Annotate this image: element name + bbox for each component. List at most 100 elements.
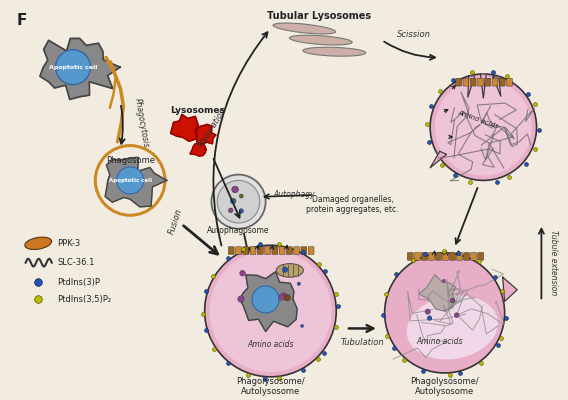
Polygon shape (419, 275, 456, 311)
FancyBboxPatch shape (286, 247, 292, 254)
Text: Phagocytosis: Phagocytosis (133, 98, 151, 149)
Polygon shape (240, 272, 297, 332)
Circle shape (217, 180, 260, 223)
Circle shape (425, 309, 431, 314)
Text: Apoptotic cell: Apoptotic cell (108, 178, 152, 183)
Polygon shape (430, 151, 446, 168)
Ellipse shape (303, 47, 366, 56)
Circle shape (297, 282, 300, 286)
Circle shape (240, 270, 245, 276)
Polygon shape (190, 144, 206, 156)
Text: Tubulation: Tubulation (341, 338, 384, 347)
Circle shape (56, 50, 90, 85)
Circle shape (281, 292, 286, 297)
FancyBboxPatch shape (456, 78, 462, 86)
Polygon shape (105, 158, 167, 207)
Text: SLC-36.1: SLC-36.1 (57, 258, 95, 267)
FancyBboxPatch shape (243, 247, 249, 254)
FancyBboxPatch shape (499, 78, 505, 86)
Circle shape (237, 296, 244, 302)
FancyBboxPatch shape (228, 247, 234, 254)
FancyBboxPatch shape (236, 247, 241, 254)
FancyBboxPatch shape (279, 247, 285, 254)
Text: Phagolysosome/
Autolysosome: Phagolysosome/ Autolysosome (410, 377, 479, 396)
Polygon shape (170, 114, 199, 141)
FancyBboxPatch shape (257, 247, 263, 254)
Circle shape (252, 286, 279, 313)
Text: F: F (17, 13, 27, 28)
Circle shape (279, 294, 285, 300)
Circle shape (232, 186, 239, 193)
Text: Tubular Lysosomes: Tubular Lysosomes (267, 11, 371, 21)
FancyBboxPatch shape (294, 247, 299, 254)
FancyBboxPatch shape (436, 252, 441, 260)
Polygon shape (40, 38, 120, 100)
Text: Tubule extension: Tubule extension (549, 230, 558, 295)
Circle shape (435, 79, 532, 176)
FancyBboxPatch shape (471, 252, 477, 260)
Ellipse shape (25, 237, 52, 250)
FancyBboxPatch shape (272, 247, 278, 254)
Circle shape (204, 245, 336, 377)
FancyBboxPatch shape (407, 252, 413, 260)
Ellipse shape (276, 264, 303, 277)
Text: Autophagy: Autophagy (274, 190, 315, 199)
Text: PPK-3: PPK-3 (57, 239, 81, 248)
Circle shape (427, 316, 432, 320)
FancyBboxPatch shape (421, 252, 427, 260)
FancyBboxPatch shape (308, 247, 314, 254)
Circle shape (211, 174, 266, 229)
Text: Lysosomes: Lysosomes (170, 106, 225, 115)
FancyBboxPatch shape (463, 252, 470, 260)
Circle shape (450, 298, 455, 303)
FancyBboxPatch shape (265, 247, 270, 254)
Text: Amino acids: Amino acids (247, 340, 294, 349)
FancyBboxPatch shape (507, 78, 512, 86)
Text: Scission: Scission (396, 30, 431, 40)
Circle shape (239, 194, 243, 198)
FancyBboxPatch shape (470, 78, 476, 86)
FancyBboxPatch shape (450, 252, 456, 260)
Ellipse shape (407, 296, 498, 360)
FancyBboxPatch shape (428, 252, 435, 260)
Polygon shape (503, 277, 517, 301)
Text: PtdIns(3)P: PtdIns(3)P (57, 278, 101, 286)
Circle shape (284, 294, 290, 301)
Text: Fusion: Fusion (167, 207, 184, 235)
Text: Phagosome: Phagosome (106, 156, 154, 165)
Circle shape (231, 198, 236, 204)
FancyBboxPatch shape (478, 252, 483, 260)
Circle shape (116, 167, 144, 194)
FancyBboxPatch shape (485, 78, 491, 86)
Circle shape (282, 267, 288, 272)
Polygon shape (493, 77, 501, 96)
Polygon shape (481, 74, 486, 98)
Circle shape (228, 208, 233, 213)
FancyBboxPatch shape (457, 252, 462, 260)
Text: Autophagosome: Autophagosome (207, 226, 270, 235)
FancyBboxPatch shape (463, 78, 469, 86)
Circle shape (442, 279, 445, 282)
Text: Phagolysosome/
Autolysosome: Phagolysosome/ Autolysosome (236, 377, 305, 396)
Circle shape (300, 324, 304, 328)
FancyBboxPatch shape (478, 78, 483, 86)
Text: Amino acids: Amino acids (416, 337, 463, 346)
FancyBboxPatch shape (301, 247, 307, 254)
Text: Maturation: Maturation (197, 106, 228, 149)
FancyBboxPatch shape (492, 78, 498, 86)
Polygon shape (195, 124, 216, 145)
Polygon shape (468, 76, 475, 97)
Ellipse shape (290, 35, 352, 45)
Circle shape (210, 250, 331, 372)
FancyBboxPatch shape (442, 252, 448, 260)
Text: PtdIns(3,5)P₂: PtdIns(3,5)P₂ (57, 295, 112, 304)
Text: Apoptotic cell: Apoptotic cell (49, 65, 97, 70)
Circle shape (385, 253, 504, 373)
Ellipse shape (273, 23, 336, 34)
Circle shape (239, 209, 244, 213)
FancyBboxPatch shape (415, 252, 420, 260)
Text: Amino acids: Amino acids (457, 109, 500, 130)
Text: Damaged organelles,
protein aggregates, etc.: Damaged organelles, protein aggregates, … (307, 195, 399, 214)
Circle shape (430, 74, 537, 180)
Circle shape (454, 313, 459, 318)
